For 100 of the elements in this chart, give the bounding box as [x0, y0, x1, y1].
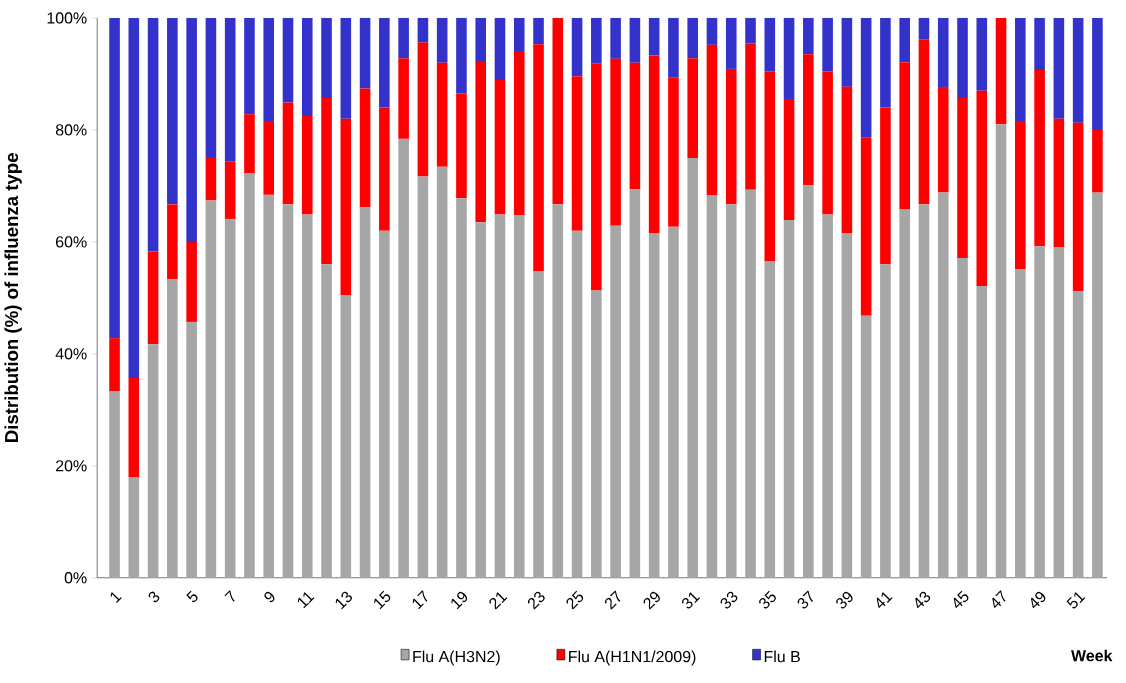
bar — [533, 18, 544, 45]
bar — [918, 39, 930, 205]
bar — [860, 137, 872, 316]
bar — [1072, 122, 1084, 292]
bar — [244, 114, 255, 174]
bar — [417, 18, 429, 43]
bar — [340, 118, 352, 296]
bar — [803, 54, 814, 186]
bar — [475, 61, 487, 223]
x-tick-label: 35 — [759, 591, 776, 609]
bar — [629, 62, 641, 190]
bar — [186, 322, 197, 578]
y-axis-title: Distribution (%) of influenza type — [4, 153, 22, 443]
bar — [668, 226, 679, 578]
bar — [571, 76, 583, 231]
bar — [591, 18, 602, 64]
bar — [803, 185, 814, 578]
bar — [301, 116, 313, 215]
bar — [456, 198, 467, 578]
bar — [880, 107, 891, 265]
x-tick-label: 47 — [992, 590, 1006, 609]
y-tick-label: 20% — [56, 460, 87, 472]
bar — [398, 18, 409, 59]
bar — [224, 18, 236, 162]
bar — [1034, 70, 1045, 247]
bar — [1034, 246, 1045, 578]
bar — [167, 279, 178, 578]
bar — [321, 264, 332, 578]
bar — [1092, 192, 1103, 578]
bar — [1092, 18, 1103, 131]
bar — [1072, 18, 1084, 123]
bar — [610, 18, 621, 60]
bar — [475, 18, 487, 62]
bar — [822, 71, 833, 215]
bar — [186, 242, 197, 323]
bar — [359, 88, 371, 208]
bar — [147, 344, 159, 578]
y-tick-label: 60% — [56, 236, 87, 248]
x-tick-label: 25 — [566, 591, 584, 610]
bar — [937, 18, 949, 89]
x-tick-label: 3 — [148, 591, 160, 603]
bar — [205, 18, 217, 159]
bar — [205, 158, 217, 201]
bar — [880, 18, 891, 108]
bar — [1015, 18, 1026, 122]
bar — [745, 18, 756, 44]
bar — [957, 258, 968, 578]
x-tick-label: 45 — [953, 590, 969, 609]
bar — [436, 167, 448, 578]
x-tick-label: 23 — [527, 591, 545, 610]
bar — [494, 18, 506, 81]
bar — [648, 233, 660, 578]
x-tick-label: 31 — [682, 592, 701, 609]
bar — [301, 214, 313, 578]
bar — [513, 18, 525, 52]
bar — [937, 88, 949, 193]
bar — [937, 192, 949, 578]
bar — [282, 18, 294, 103]
bar — [417, 176, 429, 578]
bar — [957, 98, 968, 259]
bar — [282, 102, 294, 205]
bar — [147, 18, 159, 252]
bar — [301, 18, 313, 117]
bar — [513, 215, 525, 578]
bar — [475, 222, 487, 578]
x-axis-title: Week — [1071, 649, 1113, 662]
bar — [880, 264, 891, 578]
x-tick-label: 27 — [605, 590, 621, 610]
bar — [109, 391, 120, 578]
y-tick-label: 80% — [55, 124, 87, 136]
bar — [571, 230, 583, 578]
bar — [783, 99, 795, 221]
bar — [533, 44, 544, 272]
x-tick-label: 11 — [297, 592, 315, 609]
bar — [456, 93, 467, 199]
x-tick-label: 51 — [1066, 592, 1086, 609]
bar — [610, 59, 621, 226]
bar — [745, 190, 756, 578]
bar — [1092, 130, 1103, 193]
x-tick-label: 17 — [412, 590, 428, 610]
bar — [976, 18, 988, 91]
bar — [379, 230, 390, 578]
bar — [822, 18, 833, 72]
bar — [340, 18, 352, 119]
bar — [976, 90, 988, 287]
bar — [359, 207, 371, 578]
x-tick-label: 49 — [1030, 592, 1046, 609]
y-tick-label: 100% — [47, 12, 87, 24]
bar — [398, 139, 409, 578]
bar — [1015, 269, 1026, 578]
bar — [783, 220, 795, 578]
bar — [725, 18, 737, 70]
bar — [860, 18, 872, 138]
bar — [1015, 121, 1026, 270]
bar — [533, 271, 544, 578]
bar — [687, 18, 698, 59]
x-tick-label: 41 — [876, 592, 893, 609]
x-tick-label: 33 — [720, 591, 738, 609]
bar — [995, 124, 1007, 578]
bar — [167, 204, 178, 280]
